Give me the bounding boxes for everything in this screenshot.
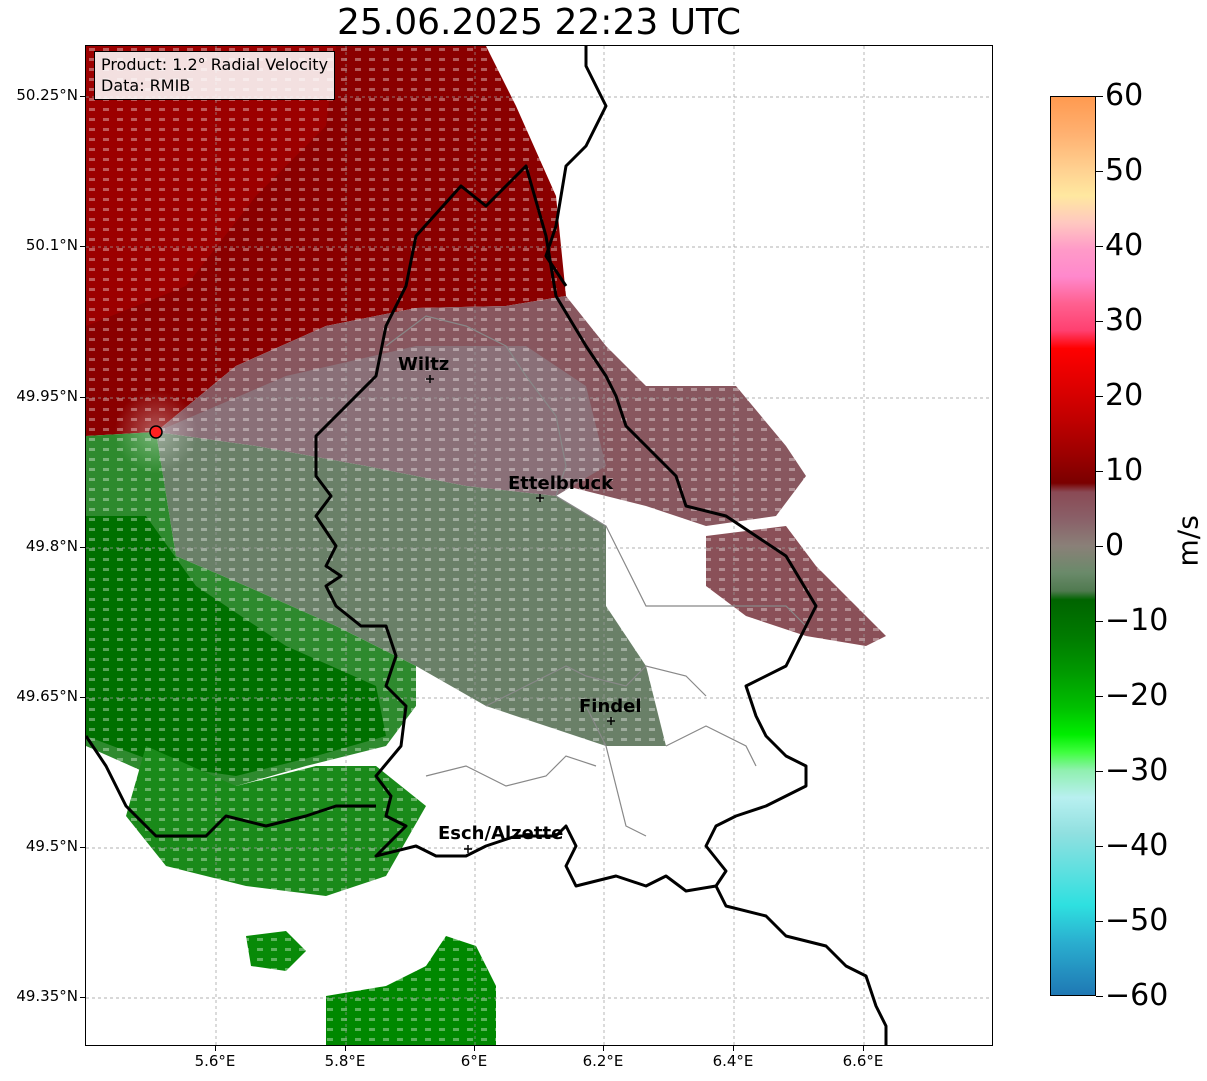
colorbar-tick (1096, 321, 1103, 322)
lon-tick-mark (603, 1046, 604, 1051)
colorbar-tick-label: 0 (1105, 528, 1125, 563)
colorbar-tick-label: 60 (1105, 78, 1144, 113)
lon-tick-mark (345, 1046, 346, 1051)
colorbar-tick (1096, 96, 1103, 97)
colorbar-tick (1096, 921, 1103, 922)
colorbar-tick-label: −20 (1105, 678, 1169, 713)
lat-tick-label: 49.5°N (25, 837, 78, 855)
city-esch-alzette[interactable]: Esch/Alzette (438, 823, 563, 853)
colorbar-tick-label: −50 (1105, 903, 1169, 938)
country-borders (86, 46, 888, 1045)
colorbar-tick (1096, 246, 1103, 247)
colorbar-tick (1096, 846, 1103, 847)
lat-tick-label: 50.25°N (16, 86, 78, 104)
lat-tick-label: 49.95°N (16, 387, 78, 405)
lat-tick-label: 49.35°N (16, 987, 78, 1005)
city-ettelbruck[interactable]: Ettelbruck (508, 473, 614, 502)
data-source-label: Data: RMIB (101, 76, 191, 95)
colorbar-tick-label: −60 (1105, 978, 1169, 1013)
page-title: 25.06.2025 22:23 UTC (336, 2, 742, 43)
colorbar-tick (1096, 396, 1103, 397)
map-canvas: Wiltz Ettelbruck Findel Esch/Alzette (86, 46, 992, 1045)
city-label: Ettelbruck (508, 473, 614, 494)
lat-tick-mark (80, 246, 85, 247)
lon-tick-label: 5.8°E (324, 1052, 366, 1070)
colorbar-tick-label: 20 (1105, 378, 1144, 413)
canton-borders (385, 315, 807, 837)
colorbar-unit-label: m/s (1171, 515, 1205, 567)
city-findel[interactable]: Findel (579, 696, 642, 725)
lat-tick-mark (80, 397, 85, 398)
lat-tick-label: 49.8°N (25, 537, 78, 555)
colorbar-tick (1096, 546, 1103, 547)
lon-tick-mark (215, 1046, 216, 1051)
colorbar-tick-label: −10 (1105, 603, 1169, 638)
radar-site-marker[interactable] (149, 425, 163, 439)
lat-tick-mark (80, 997, 85, 998)
lat-tick-label: 50.1°N (25, 236, 78, 254)
lat-tick-mark (80, 847, 85, 848)
colorbar-tick-label: 10 (1105, 453, 1144, 488)
colorbar-tick-label: 30 (1105, 303, 1144, 338)
lon-tick-label: 6.2°E (582, 1052, 624, 1070)
city-wiltz[interactable]: Wiltz (398, 354, 449, 383)
colorbar-tick-label: −40 (1105, 828, 1169, 863)
city-label: Wiltz (398, 354, 449, 375)
lon-tick-label: 5.6°E (194, 1052, 236, 1070)
product-info-box: Product: 1.2° Radial Velocity Data: RMIB (94, 51, 336, 100)
luxembourg-border (314, 164, 818, 893)
velocity-field (86, 46, 992, 1045)
lon-tick-mark (863, 1046, 864, 1051)
colorbar-tick (1096, 621, 1103, 622)
colorbar-tick (1096, 171, 1103, 172)
lon-tick-mark (733, 1046, 734, 1051)
lat-tick-mark (80, 697, 85, 698)
lon-tick-mark (474, 1046, 475, 1051)
colorbar-tick-label: −30 (1105, 753, 1169, 788)
lon-tick-label: 6°E (460, 1052, 488, 1070)
product-label: Product: 1.2° Radial Velocity (101, 55, 329, 74)
lon-tick-label: 6.4°E (712, 1052, 754, 1070)
colorbar-tick-label: 50 (1105, 153, 1144, 188)
colorbar-tick (1096, 771, 1103, 772)
colorbar-tick-label: 40 (1105, 228, 1144, 263)
lat-tick-label: 49.65°N (16, 687, 78, 705)
lon-tick-label: 6.6°E (842, 1052, 884, 1070)
colorbar-tick (1096, 696, 1103, 697)
city-label: Findel (579, 696, 642, 717)
colorbar-tick (1096, 996, 1103, 997)
lat-tick-mark (80, 547, 85, 548)
city-label: Esch/Alzette (438, 823, 563, 844)
radar-map[interactable]: Wiltz Ettelbruck Findel Esch/Alzette (85, 45, 993, 1046)
lat-tick-mark (80, 96, 85, 97)
city-markers: Wiltz Ettelbruck Findel Esch/Alzette (398, 354, 642, 853)
colorbar-tick (1096, 471, 1103, 472)
velocity-colorbar (1050, 96, 1096, 996)
